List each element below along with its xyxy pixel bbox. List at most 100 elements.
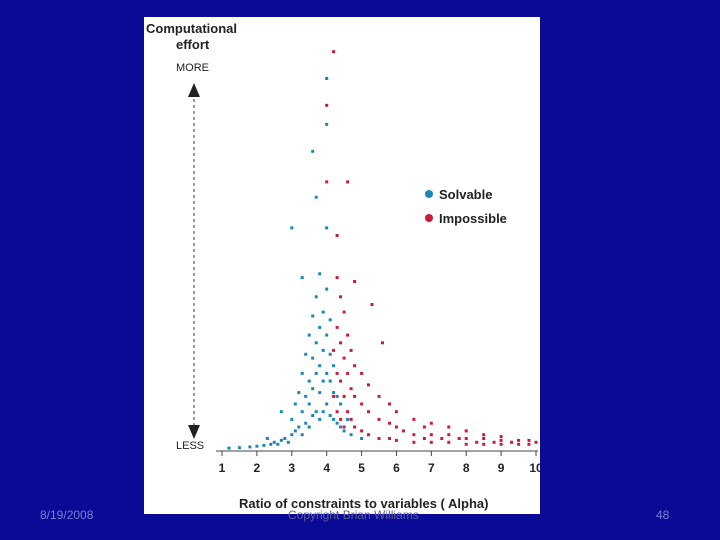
data-point-impossible xyxy=(367,383,370,387)
data-point-impossible xyxy=(429,421,433,425)
data-point-solvable xyxy=(318,391,322,395)
data-point-impossible xyxy=(475,440,479,444)
legend-label-impossible: Impossible xyxy=(439,211,507,226)
x-axis-title: Ratio of constraints to variables ( Alph… xyxy=(239,496,488,511)
data-point-impossible xyxy=(394,425,398,429)
x-tick-label: 9 xyxy=(498,461,505,475)
data-point-impossible xyxy=(360,371,364,375)
data-point-solvable xyxy=(318,325,322,329)
data-point-impossible xyxy=(440,437,444,440)
data-point-impossible xyxy=(422,437,426,440)
data-point-solvable xyxy=(311,314,315,318)
data-point-solvable xyxy=(269,442,273,446)
data-point-impossible xyxy=(429,433,433,437)
data-point-impossible xyxy=(377,437,381,440)
data-point-impossible xyxy=(381,341,384,345)
data-point-impossible xyxy=(353,425,357,429)
data-point-impossible xyxy=(388,421,391,425)
data-point-impossible xyxy=(527,442,531,446)
x-tick-label: 3 xyxy=(288,461,295,475)
data-point-impossible xyxy=(325,180,329,184)
data-point-solvable xyxy=(286,440,290,444)
data-point-solvable xyxy=(304,394,308,398)
data-point-impossible xyxy=(499,435,503,439)
data-point-impossible xyxy=(342,310,346,314)
data-point-impossible xyxy=(482,442,486,446)
x-tick-label: 4 xyxy=(323,461,330,475)
data-point-impossible xyxy=(360,402,364,406)
data-point-solvable xyxy=(265,437,269,440)
data-point-solvable xyxy=(300,276,304,280)
data-point-impossible xyxy=(332,348,336,352)
data-point-impossible xyxy=(394,410,398,414)
data-point-solvable xyxy=(311,149,315,153)
data-point-solvable xyxy=(307,402,311,406)
data-point-impossible xyxy=(342,356,346,360)
data-point-solvable xyxy=(276,442,280,446)
data-point-solvable xyxy=(283,437,287,440)
data-point-solvable xyxy=(300,410,304,414)
data-point-impossible xyxy=(335,325,339,329)
data-point-solvable xyxy=(279,410,283,414)
y-axis-bottom-label: LESS xyxy=(176,440,204,452)
data-point-solvable xyxy=(325,402,329,406)
data-point-impossible xyxy=(510,440,514,444)
data-point-impossible xyxy=(388,402,391,406)
data-point-impossible xyxy=(349,417,353,421)
arrow-down-icon xyxy=(188,425,200,439)
data-point-solvable xyxy=(279,438,283,442)
data-point-impossible xyxy=(499,438,503,442)
data-point-impossible xyxy=(349,387,353,391)
data-point-solvable xyxy=(339,425,343,429)
data-point-solvable xyxy=(255,444,259,448)
data-points xyxy=(227,50,538,450)
x-tick-label: 8 xyxy=(463,461,470,475)
x-axis: 1 2 3 4 5 6 7 8 9 10 xyxy=(216,450,540,475)
data-point-solvable xyxy=(297,391,301,395)
data-point-solvable xyxy=(335,421,339,425)
data-point-impossible xyxy=(482,437,486,440)
data-point-solvable xyxy=(293,429,297,433)
data-point-impossible xyxy=(335,234,339,237)
arrow-up-icon xyxy=(188,83,200,97)
data-point-solvable xyxy=(339,402,343,406)
data-point-impossible xyxy=(353,364,357,368)
data-point-solvable xyxy=(318,272,322,276)
data-point-impossible xyxy=(517,442,521,446)
data-point-impossible xyxy=(412,440,416,444)
data-point-solvable xyxy=(346,417,350,421)
data-point-impossible xyxy=(367,410,370,414)
footer-copyright: Copyright Brian Williams xyxy=(288,508,419,522)
data-point-solvable xyxy=(321,348,325,352)
data-point-impossible xyxy=(482,433,486,437)
data-point-solvable xyxy=(360,437,364,440)
data-point-impossible xyxy=(346,410,350,414)
data-point-impossible xyxy=(492,440,496,444)
data-point-solvable xyxy=(314,195,318,199)
legend-label-solvable: Solvable xyxy=(439,187,492,202)
x-tick-label: 5 xyxy=(358,461,365,475)
data-point-solvable xyxy=(349,433,353,437)
data-point-solvable xyxy=(328,414,332,417)
data-point-impossible xyxy=(346,333,350,337)
data-point-impossible xyxy=(353,394,357,398)
data-point-solvable xyxy=(290,226,294,230)
data-point-solvable xyxy=(297,425,301,429)
data-point-impossible xyxy=(447,433,451,437)
data-point-solvable xyxy=(300,433,304,437)
data-point-impossible xyxy=(401,429,405,433)
x-tick-label: 2 xyxy=(254,461,261,475)
data-point-impossible xyxy=(447,425,451,429)
data-point-impossible xyxy=(447,440,451,444)
data-point-solvable xyxy=(314,341,318,345)
data-point-impossible xyxy=(339,295,343,299)
data-point-impossible xyxy=(332,50,336,54)
data-point-solvable xyxy=(314,410,318,414)
legend-marker-solvable xyxy=(425,190,433,198)
data-point-solvable xyxy=(311,356,315,360)
data-point-solvable xyxy=(300,371,304,375)
data-point-solvable xyxy=(342,429,346,433)
data-point-impossible xyxy=(429,440,433,444)
data-point-solvable xyxy=(332,364,336,368)
data-point-impossible xyxy=(342,394,346,398)
